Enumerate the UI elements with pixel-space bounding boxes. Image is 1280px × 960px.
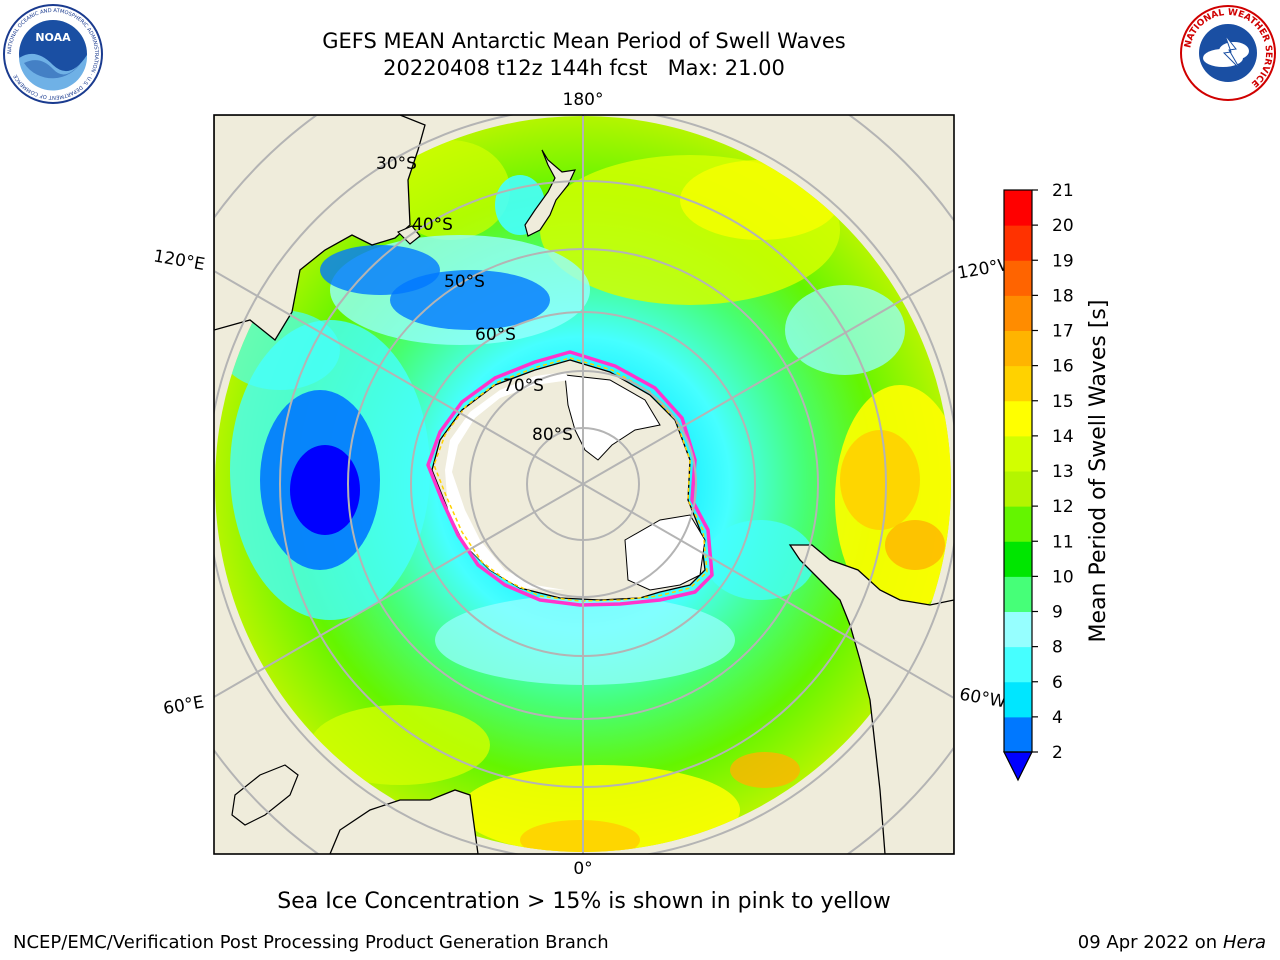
colorbar-tick-label: 6: [1052, 673, 1063, 693]
lat-label-30s: 30°S: [376, 154, 417, 174]
colorbar-segment: [1004, 471, 1032, 507]
lat-label-50s: 50°S: [444, 272, 485, 292]
ice-shelf-ross: [564, 374, 661, 461]
colorbar-segment: [1004, 365, 1032, 402]
colorbar-tick-label: 15: [1052, 392, 1074, 412]
footer-date: 09 Apr 2022 on Hera: [1078, 932, 1266, 953]
colorbar-tick-label: 21: [1052, 181, 1074, 201]
colorbar-segment: [1004, 646, 1032, 683]
colorbar-segment: [1004, 681, 1032, 718]
colorbar-tick-label: 19: [1052, 251, 1074, 271]
ice-band: [445, 372, 570, 590]
sea-ice-caption: Sea Ice Concentration > 15% is shown in …: [277, 889, 891, 914]
footer-credit: NCEP/EMC/Verification Post Processing Pr…: [13, 932, 609, 953]
colorbar-segment: [1004, 400, 1032, 437]
nws-logo: NATIONAL WEATHER SERVICE: [1180, 5, 1276, 101]
lat-label-80s: 80°S: [532, 425, 573, 445]
colorbar-tick-label: 17: [1052, 322, 1074, 342]
colorbar-tick-label: 20: [1052, 216, 1074, 236]
colorbar-segment: [1004, 295, 1032, 331]
sea-ice-edge: [426, 350, 714, 607]
lon-label-0: 0°: [573, 859, 592, 879]
colorbar-segment: [1004, 190, 1032, 226]
lat-label-40s: 40°S: [412, 215, 453, 235]
colorbar-segment: [1004, 435, 1032, 472]
colorbar-tick-label: 9: [1052, 603, 1063, 623]
lon-label-180: 180°: [563, 90, 604, 110]
colorbar-extend-min: [1003, 751, 1033, 782]
land-australia: [214, 115, 426, 341]
colorbar-label: Mean Period of Swell Waves [s]: [1086, 300, 1111, 643]
map-panel: 30°S 40°S 50°S 60°S 70°S 80°S: [214, 115, 954, 854]
land-south-america: [788, 544, 954, 854]
colorbar-tick-label: 4: [1052, 708, 1063, 728]
swell-field-patches: [220, 140, 951, 852]
land-africa: [329, 789, 479, 854]
colorbar-tick-label: 13: [1052, 462, 1074, 482]
noaa-wordmark: NOAA: [35, 31, 71, 44]
graticule: [214, 115, 954, 854]
footer-date-text: 09 Apr 2022 on: [1077, 932, 1218, 953]
colorbar-tick-label: 18: [1052, 286, 1074, 306]
colorbar-segment: [1004, 330, 1032, 367]
colorbar-segment: [1004, 541, 1032, 577]
colorbar-segment: [1004, 506, 1032, 542]
colorbar-tick-label: 14: [1052, 427, 1074, 447]
colorbar-tick-label: 16: [1052, 357, 1074, 377]
colorbar-segment: [1004, 716, 1032, 753]
sea-ice-edge-inner: [433, 357, 708, 602]
colorbar-tick-label: 10: [1052, 567, 1074, 587]
colorbar-tick-label: 2: [1052, 743, 1063, 763]
land-madagascar: [231, 764, 299, 826]
colorbar-tick-label: 11: [1052, 532, 1074, 552]
colorbar-segment: [1004, 611, 1032, 648]
map-frame: [213, 114, 955, 855]
lon-label-60w: 60°W: [958, 685, 1008, 713]
lon-label-60e: 60°E: [162, 692, 206, 719]
colorbar-segment: [1004, 576, 1032, 612]
colorbar-tick-label: 12: [1052, 497, 1074, 517]
noaa-logo: NATIONAL OCEANIC AND ATMOSPHERIC ADMINIS…: [3, 4, 103, 104]
colorbar-segment: [1004, 260, 1032, 296]
lat-label-60s: 60°S: [475, 325, 516, 345]
lon-label-120e: 120°E: [152, 246, 206, 275]
chart-title: GEFS MEAN Antarctic Mean Period of Swell…: [322, 29, 846, 53]
footer-host: Hera: [1222, 932, 1266, 953]
colorbar-segment: [1004, 225, 1032, 261]
lat-label-70s: 70°S: [503, 376, 544, 396]
chart-subtitle: 20220408 t12z 144h fcst Max: 21.00: [383, 56, 785, 80]
colorbar: 2 4 6 8 9 10 11 12 13 14 15 16 17 18 19 20 21: [1003, 181, 1074, 782]
colorbar-tick-label: 8: [1052, 638, 1063, 658]
